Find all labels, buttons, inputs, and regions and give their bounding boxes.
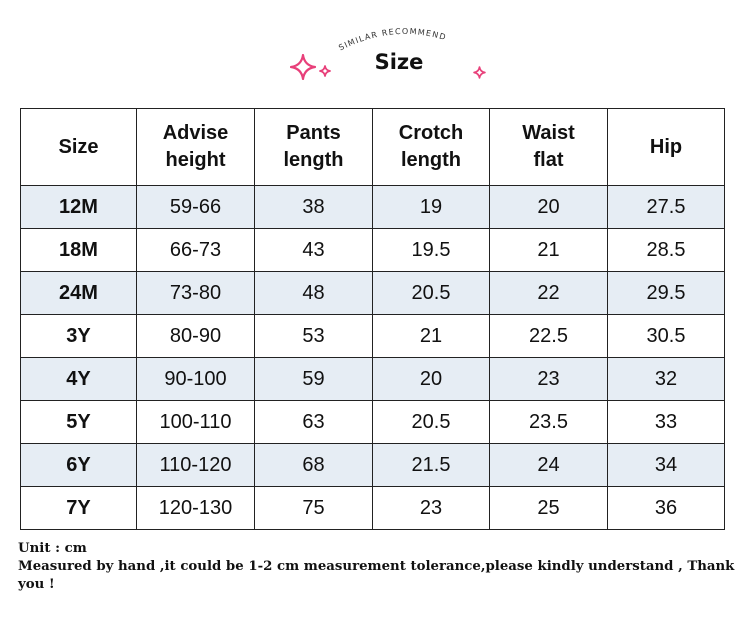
table-cell: 20.5: [372, 271, 490, 315]
table-cell: 19.5: [372, 228, 490, 272]
table-cell: 53: [254, 314, 373, 358]
table-row: 3Y 80-90 53 21 22.5 30.5: [20, 314, 725, 358]
size-cell: 7Y: [20, 486, 137, 530]
table-cell: 22.5: [489, 314, 608, 358]
table-cell: 120-130: [136, 486, 255, 530]
table-cell: 43: [254, 228, 373, 272]
table-row: 12M 59-66 38 19 20 27.5: [20, 185, 725, 229]
table-cell: 66-73: [136, 228, 255, 272]
table-cell: 75: [254, 486, 373, 530]
unit-note: Unit : cm: [18, 541, 87, 556]
size-cell: 6Y: [20, 443, 137, 487]
table-cell: 34: [607, 443, 725, 487]
table-cell: 20.5: [372, 400, 490, 444]
small-sparkle-icon: [319, 65, 331, 77]
size-chart-table: Size Advise height Pants length Crotch leng…: [20, 108, 725, 530]
column-header: Advise height: [136, 108, 255, 186]
column-header: Size: [20, 108, 137, 186]
table-row: 7Y 120-130 75 23 25 36: [20, 486, 725, 530]
table-body: 12M 59-66 38 19 20 27.5 18M 66-73 43 19.5 21 28.5 24…: [20, 185, 725, 530]
table-row: 5Y 100-110 63 20.5 23.5 33: [20, 400, 725, 444]
table-cell: 30.5: [607, 314, 725, 358]
size-cell: 4Y: [20, 357, 137, 401]
table-cell: 23: [489, 357, 608, 401]
large-sparkle-icon: [290, 54, 316, 80]
size-cell: 3Y: [20, 314, 137, 358]
table-cell: 27.5: [607, 185, 725, 229]
table-row: 6Y 110-120 68 21.5 24 34: [20, 443, 725, 487]
table-cell: 68: [254, 443, 373, 487]
table-cell: 100-110: [136, 400, 255, 444]
size-cell: 18M: [20, 228, 137, 272]
table-cell: 28.5: [607, 228, 725, 272]
table-cell: 29.5: [607, 271, 725, 315]
size-cell: 24M: [20, 271, 137, 315]
table-cell: 23.5: [489, 400, 608, 444]
column-header: Hip: [607, 108, 725, 186]
column-header: Waist flat: [489, 108, 608, 186]
table-cell: 59: [254, 357, 373, 401]
table-row: 4Y 90-100 59 20 23 32: [20, 357, 725, 401]
table-cell: 21.5: [372, 443, 490, 487]
table-cell: 48: [254, 271, 373, 315]
table-cell: 110-120: [136, 443, 255, 487]
table-cell: 36: [607, 486, 725, 530]
page-title: Size: [374, 50, 424, 74]
table-cell: 33: [607, 400, 725, 444]
arc-subtitle: SIMILAR RECOMMEND: [337, 27, 447, 53]
table-cell: 38: [254, 185, 373, 229]
size-cell: 12M: [20, 185, 137, 229]
column-header: Pants length: [254, 108, 373, 186]
table-cell: 80-90: [136, 314, 255, 358]
table-cell: 59-66: [136, 185, 255, 229]
right-sparkle-icon: [473, 66, 486, 79]
table-cell: 20: [489, 185, 608, 229]
page-header: SIMILAR RECOMMEND Size: [0, 0, 750, 100]
table-cell: 19: [372, 185, 490, 229]
table-cell: 32: [607, 357, 725, 401]
table-cell: 73-80: [136, 271, 255, 315]
table-row: 18M 66-73 43 19.5 21 28.5: [20, 228, 725, 272]
table-cell: 23: [372, 486, 490, 530]
table-cell: 90-100: [136, 357, 255, 401]
column-header: Crotch length: [372, 108, 490, 186]
notes: Unit : cm Measured by hand ,it could be …: [18, 540, 738, 594]
table-header-row: Size Advise height Pants length Crotch leng…: [20, 108, 725, 186]
arc-subtitle-text: SIMILAR RECOMMEND: [337, 27, 446, 53]
measurement-note: Measured by hand ,it could be 1-2 cm mea…: [18, 559, 735, 592]
table-cell: 21: [372, 314, 490, 358]
table-cell: 21: [489, 228, 608, 272]
table-cell: 63: [254, 400, 373, 444]
svg-text:SIMILAR RECOMMEND: SIMILAR RECOMMEND: [337, 27, 447, 53]
table-row: 24M 73-80 48 20.5 22 29.5: [20, 271, 725, 315]
table-cell: 22: [489, 271, 608, 315]
table-cell: 20: [372, 357, 490, 401]
table-cell: 24: [489, 443, 608, 487]
size-cell: 5Y: [20, 400, 137, 444]
table-cell: 25: [489, 486, 608, 530]
